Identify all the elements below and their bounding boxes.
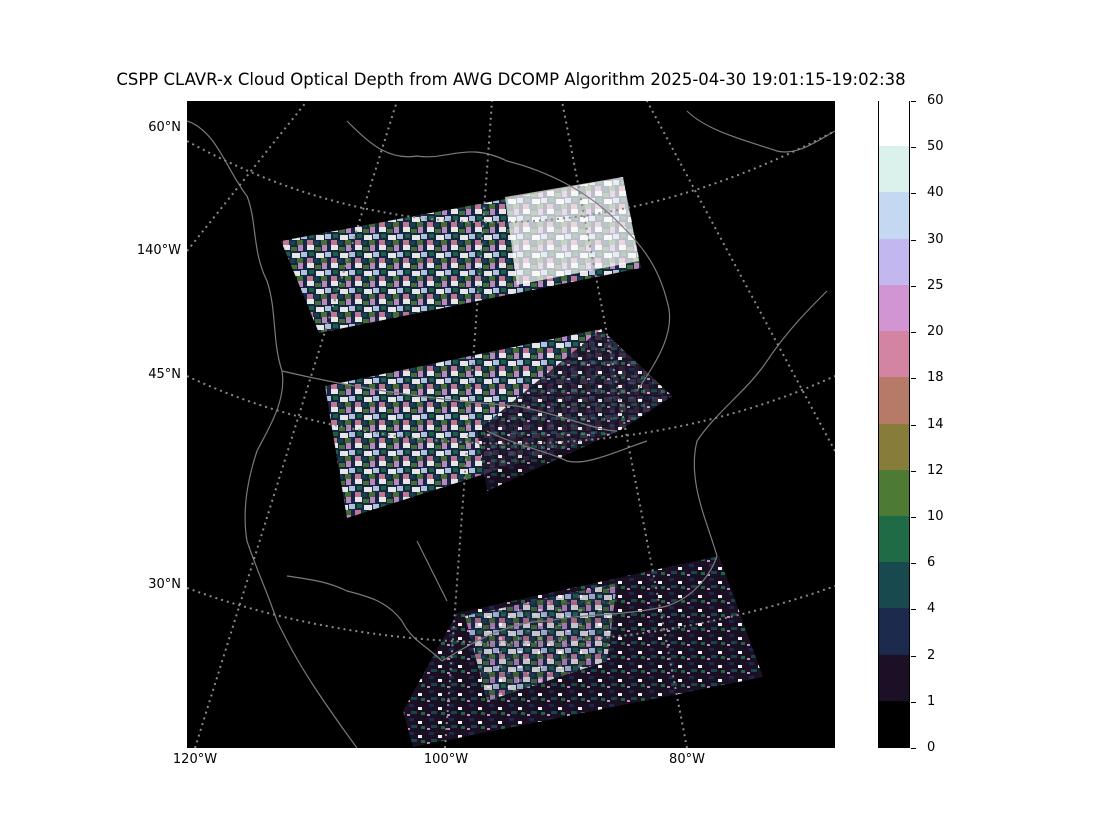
colorbar-tick-label: 60 bbox=[927, 93, 944, 108]
colorbar-segment bbox=[879, 99, 909, 147]
colorbar-tick-label: 6 bbox=[927, 555, 936, 571]
colorbar-tick bbox=[911, 193, 916, 195]
colorbar-segment bbox=[879, 284, 909, 332]
colorbar-segment bbox=[879, 700, 909, 747]
colorbar-tick-label: 18 bbox=[927, 370, 944, 386]
colorbar-segment bbox=[879, 515, 909, 563]
colorbar-tick bbox=[911, 147, 916, 149]
colorbar-tick bbox=[911, 332, 916, 334]
colorbar-tick-label: 0 bbox=[927, 740, 936, 755]
colorbar-tick-label: 10 bbox=[927, 508, 944, 524]
lon-label-80w: 80°W bbox=[669, 752, 705, 767]
lat-label-45n: 45°N bbox=[148, 367, 181, 382]
colorbar-tick-label: 2 bbox=[927, 647, 936, 663]
colorbar-tick-label: 12 bbox=[927, 462, 944, 478]
colorbar-segment bbox=[879, 191, 909, 239]
lat-label-30n: 30°N bbox=[148, 577, 181, 592]
colorbar-segment bbox=[879, 468, 909, 516]
colorbar-tick bbox=[911, 655, 916, 657]
graticule bbox=[187, 101, 835, 748]
colorbar-tick bbox=[911, 516, 916, 518]
colorbar-segment bbox=[879, 376, 909, 424]
colorbar-tick-label: 14 bbox=[927, 416, 944, 432]
colorbar-tick bbox=[911, 609, 916, 611]
lon-label-120w: 120°W bbox=[172, 752, 218, 767]
colorbar-segment bbox=[879, 330, 909, 378]
colorbar-tick bbox=[911, 424, 916, 426]
cloud-optical-depth-map bbox=[187, 101, 835, 748]
lat-label-60n: 60°N bbox=[148, 120, 181, 135]
colorbar-tick-label: 30 bbox=[927, 231, 944, 247]
swath-middle-dark bbox=[477, 329, 672, 491]
colorbar-tick bbox=[911, 748, 916, 749]
colorbar-tick-label: 40 bbox=[927, 185, 944, 201]
colorbar-segment bbox=[879, 653, 909, 701]
swath-north-clear bbox=[505, 177, 639, 285]
colorbar-segment bbox=[879, 237, 909, 285]
colorbar bbox=[878, 99, 910, 748]
map-title: CSPP CLAVR-x Cloud Optical Depth from AW… bbox=[116, 70, 906, 89]
colorbar-segment bbox=[879, 561, 909, 609]
colorbar-tick-label: 1 bbox=[927, 693, 936, 709]
lon-label-100w: 100°W bbox=[423, 752, 469, 767]
colorbar-segment bbox=[879, 145, 909, 193]
colorbar-segment bbox=[879, 422, 909, 470]
colorbar-segment bbox=[879, 607, 909, 655]
colorbar-tick bbox=[911, 470, 916, 472]
colorbar-tick bbox=[911, 285, 916, 287]
coastlines bbox=[187, 110, 835, 748]
colorbar-tick-label: 25 bbox=[927, 277, 944, 293]
colorbar-tick-label: 4 bbox=[927, 601, 936, 617]
colorbar-tick bbox=[911, 701, 916, 703]
colorbar-tick bbox=[911, 378, 916, 380]
colorbar-tick bbox=[911, 101, 916, 102]
colorbar-tick bbox=[911, 239, 916, 241]
lat-label-140w: 140°W bbox=[136, 243, 181, 258]
colorbar-tick-label: 50 bbox=[927, 139, 944, 155]
colorbar-tick bbox=[911, 563, 916, 565]
colorbar-tick-label: 20 bbox=[927, 324, 944, 340]
